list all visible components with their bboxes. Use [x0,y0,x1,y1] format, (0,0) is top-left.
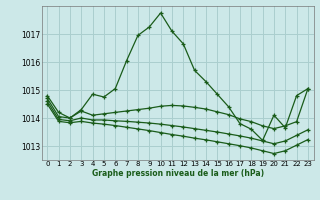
X-axis label: Graphe pression niveau de la mer (hPa): Graphe pression niveau de la mer (hPa) [92,169,264,178]
